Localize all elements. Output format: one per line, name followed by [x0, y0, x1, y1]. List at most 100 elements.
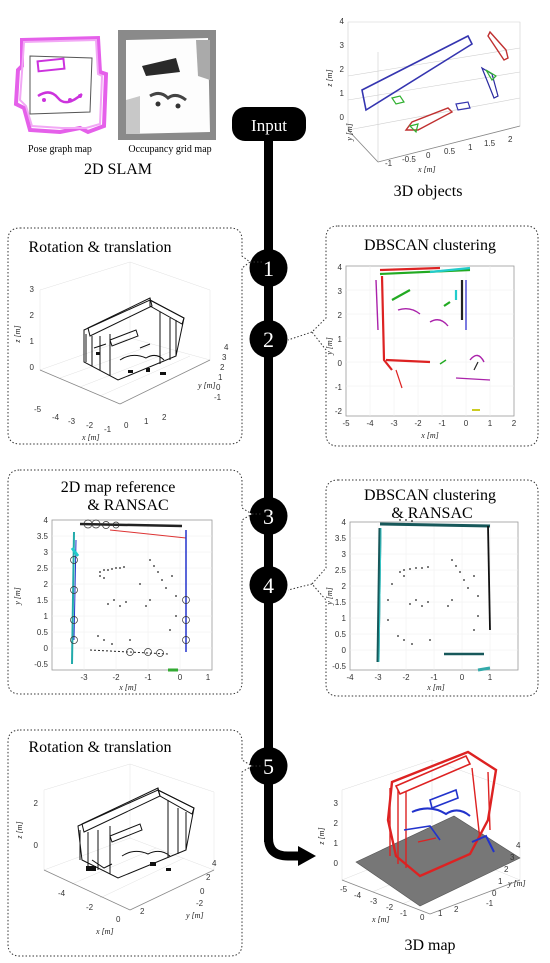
tick-label: 1: [206, 673, 211, 682]
ransac-lines: [376, 522, 491, 672]
panel-title-line1: DBSCAN clustering: [364, 487, 496, 504]
tick-label: 0: [492, 889, 497, 898]
slam-section: Pose graph map Occupancy grid map 2D SLA…: [13, 30, 216, 178]
slam-caption: 2D SLAM: [84, 161, 152, 178]
axis-label-x: x [m]: [95, 927, 114, 936]
tick-label: 1: [340, 89, 345, 98]
axis-label-y: y [m]: [345, 123, 354, 142]
tick-label: -3: [390, 419, 398, 428]
axis-label-z: z [m]: [15, 821, 24, 839]
step-node-4: 4: [249, 566, 288, 604]
tick-label: 1: [342, 614, 347, 623]
tick-label: 0: [340, 113, 345, 122]
step-node-3: 3: [249, 497, 288, 535]
tick-label: 1.5: [335, 598, 347, 607]
tick-label: 1: [334, 839, 339, 848]
tick-label: 0.5: [444, 147, 456, 156]
tick-label: -1: [438, 419, 446, 428]
pipeline-spine: [264, 132, 316, 866]
axis-label-x: x [m]: [371, 915, 390, 924]
tick-label: -1: [486, 899, 494, 908]
tick-label: 1: [218, 373, 223, 382]
tick-label: 2: [508, 135, 513, 144]
tick-label: 4: [516, 841, 521, 850]
tick-label: 1: [438, 909, 443, 918]
axis-label-y: y [m]: [197, 381, 216, 390]
tick-label: 2: [340, 65, 345, 74]
tick-label: 1: [488, 419, 493, 428]
tick-label: 1: [498, 877, 503, 886]
panel-dbscan-clustering: DBSCAN clustering: [287, 225, 539, 447]
panel-rotation-translation-1: Rotation & translation 3 2 1 0 z [m: [7, 227, 262, 445]
step-number: 4: [263, 573, 274, 598]
tick-label: -2: [402, 673, 410, 682]
arrow-head-icon: [298, 846, 316, 866]
axis-label-y: y [m]: [13, 587, 22, 606]
tick-label: -1: [144, 673, 152, 682]
tick-label: 0: [44, 644, 49, 653]
tick-label: -5: [342, 419, 350, 428]
tick-label: 0: [216, 383, 221, 392]
tick-label: -3: [374, 673, 382, 682]
tick-label: 4: [342, 518, 347, 527]
tick-label: 0: [34, 841, 39, 850]
tick-label: 3: [340, 41, 345, 50]
tick-label: 0: [30, 363, 35, 372]
step-number: 5: [263, 754, 274, 779]
object-red-top: [487, 30, 509, 61]
tick-label: -2: [414, 419, 422, 428]
axis-label-x: x [m]: [81, 433, 100, 442]
plot-frame: [345, 265, 515, 417]
step-number: 2: [263, 327, 274, 352]
tick-label: 2: [338, 311, 343, 320]
pose-graph-map: [13, 32, 109, 138]
tick-label: -4: [52, 413, 60, 422]
tick-label: 2: [30, 311, 35, 320]
tick-label: 3: [222, 353, 227, 362]
tick-label: 4: [44, 516, 49, 525]
map-3d-caption: 3D map: [404, 937, 455, 954]
tick-label: 2: [454, 905, 459, 914]
tick-label: 2: [342, 582, 347, 591]
tick-label: 1.5: [37, 596, 49, 605]
tick-label: -4: [346, 673, 354, 682]
tick-label: -4: [354, 891, 362, 900]
step-number: 1: [263, 256, 274, 281]
panel-title: DBSCAN clustering: [364, 237, 496, 254]
panel-title-line2: & RANSAC: [391, 505, 472, 522]
tick-label: 0: [460, 673, 465, 682]
tick-label: -1: [335, 383, 343, 392]
step-node-5: 5: [249, 747, 288, 785]
point-cloud-structure: [77, 787, 195, 879]
tick-label: -2: [335, 407, 343, 416]
input-label: Input: [251, 116, 287, 135]
tick-label: 4: [338, 263, 343, 272]
objects-3d-section: 4 3 2 1 0 z [m] y [m] -1 -0.5 0 0.5 1 1.…: [325, 17, 521, 200]
tick-label: 0: [200, 887, 205, 896]
tick-label: -2: [86, 421, 94, 430]
tick-label: 1: [144, 417, 149, 426]
tick-label: 3: [510, 853, 515, 862]
tick-label: -0.5: [402, 155, 416, 164]
point-cloud-dots: [86, 862, 171, 871]
tick-label: -1: [104, 425, 112, 434]
point-cloud-structure: [83, 297, 185, 381]
occupancy-grid-map: [118, 30, 216, 140]
tick-label: -0.5: [332, 662, 346, 671]
tick-label: 1: [488, 673, 493, 682]
tick-label: -2: [112, 673, 120, 682]
tick-label: 3: [334, 799, 339, 808]
axis-label-x: x [m]: [420, 431, 439, 440]
tick-label: -4: [58, 889, 66, 898]
tick-label: 0: [178, 673, 183, 682]
input-node: Input: [232, 107, 306, 141]
tick-label: 0: [464, 419, 469, 428]
tick-label: 0.5: [37, 628, 49, 637]
tick-label: 2.5: [37, 564, 49, 573]
tick-label: -2: [196, 899, 204, 908]
feature-circles: [70, 519, 190, 657]
tick-label: -3: [370, 897, 378, 906]
plot-frame: [51, 519, 213, 671]
map-points: [97, 559, 177, 645]
tick-label: 0: [124, 421, 129, 430]
